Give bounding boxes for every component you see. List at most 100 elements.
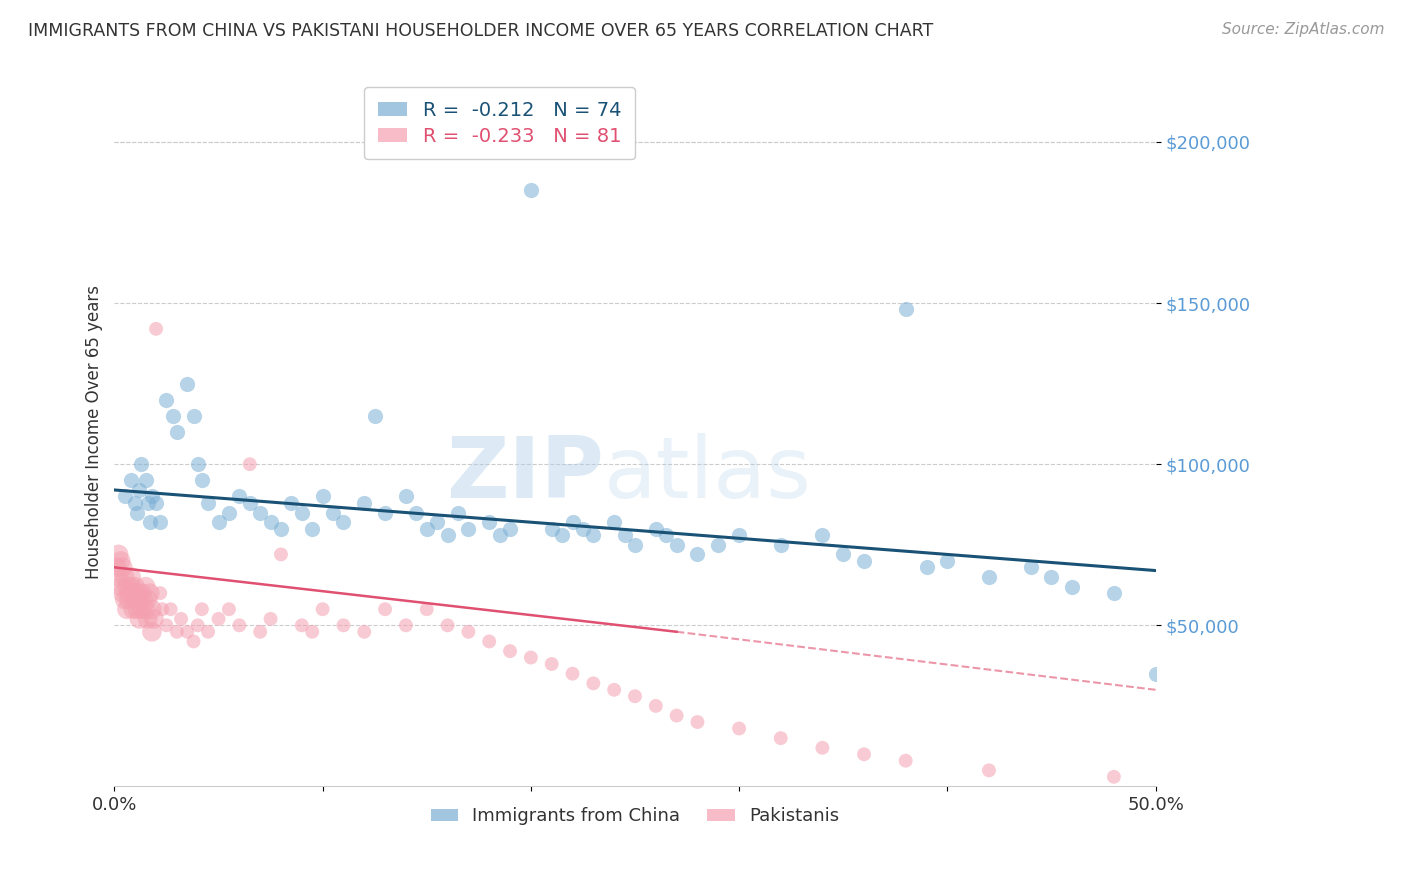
Point (191, 602, 214, 616)
Point (301, 522, 323, 536)
Point (141, 490, 163, 504)
Point (131, 602, 153, 616)
Point (207, 515, 229, 529)
Point (187, 618, 209, 632)
Point (582, 528, 605, 542)
Point (197, 496, 219, 510)
Point (728, 722, 751, 736)
Point (1102, 586, 1125, 600)
Point (1102, 770, 1125, 784)
Text: IMMIGRANTS FROM CHINA VS PAKISTANI HOUSEHOLDER INCOME OVER 65 YEARS CORRELATION : IMMIGRANTS FROM CHINA VS PAKISTANI HOUSE… (28, 22, 934, 40)
Point (132, 592, 155, 607)
Point (478, 515, 501, 529)
Point (166, 624, 188, 639)
Point (572, 522, 595, 536)
Point (301, 624, 323, 639)
Point (128, 592, 150, 607)
Point (162, 409, 184, 423)
Text: Source: ZipAtlas.com: Source: ZipAtlas.com (1222, 22, 1385, 37)
Point (977, 764, 1000, 778)
Point (894, 754, 917, 768)
Legend: Immigrants from China, Pakistanis: Immigrants from China, Pakistanis (422, 798, 848, 834)
Point (228, 490, 250, 504)
Point (131, 457, 153, 471)
Point (249, 506, 271, 520)
Point (582, 676, 605, 690)
Point (259, 515, 281, 529)
Point (353, 624, 375, 639)
Text: ZIP: ZIP (446, 433, 603, 516)
Point (561, 515, 583, 529)
Point (280, 496, 302, 510)
Point (291, 506, 314, 520)
Point (416, 522, 439, 536)
Point (374, 506, 396, 520)
Point (374, 602, 396, 616)
Point (128, 483, 150, 497)
Point (436, 618, 458, 632)
Point (139, 515, 162, 529)
Point (176, 376, 198, 391)
Point (141, 624, 163, 639)
Point (540, 657, 562, 671)
Point (853, 747, 876, 762)
Point (149, 515, 172, 529)
Point (124, 496, 146, 510)
Point (363, 409, 385, 423)
Point (832, 548, 855, 562)
Point (127, 506, 149, 520)
Point (145, 322, 167, 336)
Point (118, 592, 141, 607)
Point (114, 490, 136, 504)
Point (120, 570, 142, 584)
Point (561, 666, 583, 681)
Point (111, 586, 134, 600)
Point (332, 618, 354, 632)
Point (311, 490, 333, 504)
Point (120, 580, 142, 594)
Point (187, 457, 209, 471)
Point (141, 602, 163, 616)
Point (436, 528, 458, 542)
Point (395, 618, 418, 632)
Point (291, 618, 314, 632)
Point (107, 548, 129, 562)
Point (499, 644, 522, 658)
Point (686, 714, 709, 729)
Y-axis label: Householder Income Over 65 years: Householder Income Over 65 years (86, 285, 103, 579)
Point (811, 528, 834, 542)
Point (1062, 580, 1084, 594)
Point (122, 602, 145, 616)
Point (150, 602, 173, 616)
Point (170, 612, 193, 626)
Point (405, 506, 427, 520)
Point (131, 586, 153, 600)
Point (520, 650, 543, 665)
Point (135, 580, 157, 594)
Point (135, 473, 157, 487)
Point (478, 634, 501, 648)
Point (197, 624, 219, 639)
Point (894, 302, 917, 317)
Point (191, 473, 214, 487)
Point (270, 548, 292, 562)
Point (145, 496, 167, 510)
Point (111, 560, 134, 574)
Point (613, 528, 636, 542)
Point (124, 580, 146, 594)
Point (624, 690, 647, 704)
Point (166, 425, 188, 439)
Point (416, 602, 439, 616)
Point (769, 538, 792, 552)
Point (728, 528, 751, 542)
Point (447, 506, 470, 520)
Point (143, 612, 166, 626)
Point (124, 592, 146, 607)
Point (228, 618, 250, 632)
Point (155, 618, 177, 632)
Point (457, 624, 479, 639)
Point (915, 560, 938, 574)
Point (353, 496, 375, 510)
Point (135, 602, 157, 616)
Point (769, 731, 792, 746)
